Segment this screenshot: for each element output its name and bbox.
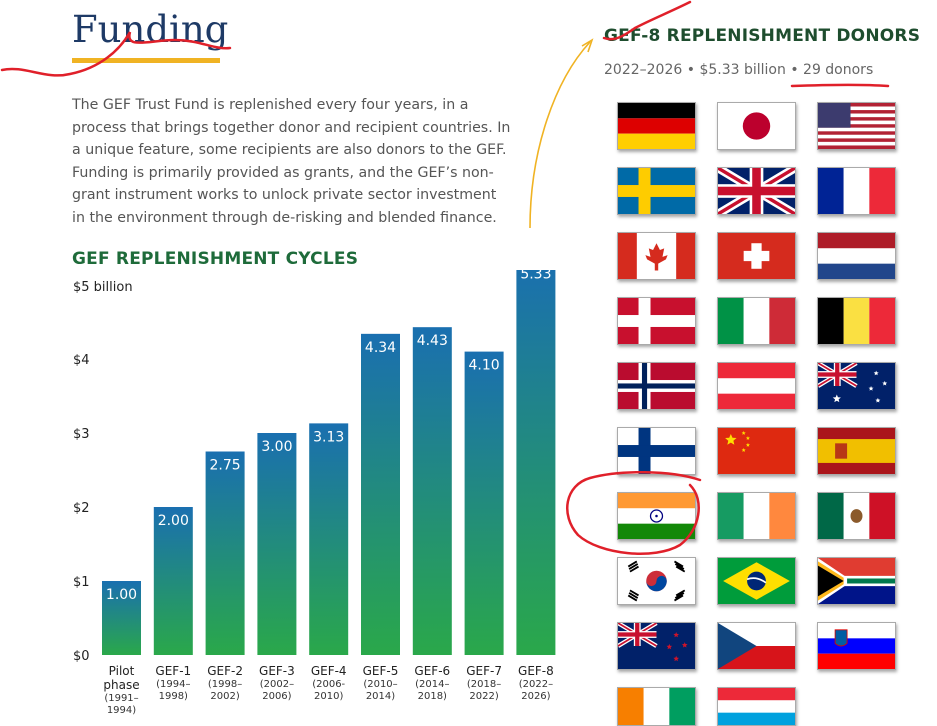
y-tick-label: $0 [73, 649, 90, 664]
bar [257, 433, 297, 655]
mexico-flag [817, 492, 896, 540]
x-years-label: 2014) [366, 691, 395, 702]
chart-title: GEF REPLENISHMENT CYCLES [72, 249, 359, 269]
x-years-label: (2006- [312, 679, 345, 690]
x-years-label: 2002) [210, 691, 239, 702]
new-zealand-flag [617, 622, 696, 670]
donors-count: 29 donors [803, 62, 874, 78]
south-africa-flag [817, 557, 896, 605]
replenishment-bar-chart: $5 billion $0 $1 $2 $3 $4 1.00 2.00 2.75 3.00 3.1… [73, 270, 556, 716]
bar [516, 270, 556, 655]
brazil-flag [717, 557, 796, 605]
x-years-label: 2022) [469, 691, 498, 702]
bar [102, 581, 141, 655]
page-title: Funding [72, 8, 229, 51]
netherlands-flag [817, 232, 896, 280]
bar-value-label: 5.33 [520, 270, 551, 283]
luxembourg-flag [717, 687, 796, 726]
y-tick-label: $1 [73, 575, 90, 590]
bar-value-label: 3.13 [313, 429, 344, 445]
x-years-label: (2018– [467, 679, 501, 690]
bar [153, 507, 193, 655]
x-years-label: (2010– [363, 679, 397, 690]
donors-amount: $5.33 billion [699, 62, 786, 78]
canada-flag [617, 232, 696, 280]
usa-flag [817, 102, 896, 150]
germany-flag [617, 102, 696, 150]
bar [205, 451, 245, 655]
x-category-label: GEF-3 [259, 664, 295, 678]
x-years-label: 1998) [159, 691, 188, 702]
x-years-label: (2022– [519, 679, 553, 690]
australia-flag [817, 362, 896, 410]
switzerland-flag [717, 232, 796, 280]
bar-value-label: 4.34 [365, 340, 396, 356]
bar-value-label: 3.00 [261, 439, 292, 455]
donors-summary: 2022–2026 • $5.33 billion • 29 donors [604, 62, 873, 78]
bar-value-label: 4.10 [469, 358, 500, 374]
x-category-label: GEF-2 [207, 664, 243, 678]
cote-divoire-flag [617, 687, 696, 726]
x-category-label: GEF-5 [363, 664, 399, 678]
x-category-label: GEF-1 [155, 664, 191, 678]
yellow-arrow [529, 41, 591, 229]
slovenia-flag [817, 622, 896, 670]
czech-republic-flag [717, 622, 796, 670]
x-years-label: 2018) [418, 691, 447, 702]
denmark-flag [617, 297, 696, 345]
yellow-arrowhead [581, 38, 594, 53]
donors-period: 2022–2026 [604, 62, 683, 78]
x-category-label: Pilot [109, 664, 135, 678]
france-flag [817, 167, 896, 215]
x-category-label: GEF-6 [414, 664, 450, 678]
bar [412, 327, 452, 655]
donors-heading: GEF-8 REPLENISHMENT DONORS [604, 26, 921, 46]
x-category-label: GEF-4 [311, 664, 347, 678]
x-years-label: (2002– [260, 679, 294, 690]
x-category-label: GEF-7 [466, 664, 502, 678]
intro-paragraph: The GEF Trust Fund is replenished every … [72, 97, 511, 226]
separator-dot: • [686, 62, 695, 78]
india-flag [617, 492, 696, 540]
uk-flag [717, 167, 796, 215]
bar [361, 333, 400, 655]
x-years-label: (1998– [208, 679, 242, 690]
x-years-label: (1994– [156, 679, 190, 690]
spain-flag [817, 427, 896, 475]
y-tick-label: $4 [73, 353, 90, 368]
japan-flag [717, 102, 796, 150]
bar [464, 351, 504, 655]
x-years-label: (2014– [415, 679, 449, 690]
x-years-label: 2010) [314, 691, 343, 702]
x-category-label: GEF-8 [518, 664, 554, 678]
norway-flag [617, 362, 696, 410]
y-tick-label: $2 [73, 501, 90, 516]
bar-value-label: 1.00 [106, 587, 137, 603]
separator-dot: • [790, 62, 799, 78]
x-years-label: 2006) [262, 691, 291, 702]
bar-value-label: 2.00 [158, 513, 189, 529]
austria-flag [717, 362, 796, 410]
south-korea-flag [617, 557, 696, 605]
y-axis-label: $5 billion [73, 280, 133, 295]
bar [309, 423, 349, 655]
x-category-label: phase [103, 678, 139, 692]
bar-value-label: 2.75 [210, 458, 241, 474]
ireland-flag [717, 492, 796, 540]
bar-value-label: 4.43 [417, 333, 448, 349]
y-tick-label: $3 [73, 427, 90, 442]
x-years-label: 2026) [521, 691, 550, 702]
sweden-flag [617, 167, 696, 215]
red-underline-donor-count [790, 83, 890, 88]
finland-flag [617, 427, 696, 475]
x-years-label: (1991– [104, 693, 138, 704]
x-years-label: 1994) [107, 705, 136, 716]
italy-flag [717, 297, 796, 345]
china-flag [717, 427, 796, 475]
title-underline [72, 58, 220, 63]
belgium-flag [817, 297, 896, 345]
